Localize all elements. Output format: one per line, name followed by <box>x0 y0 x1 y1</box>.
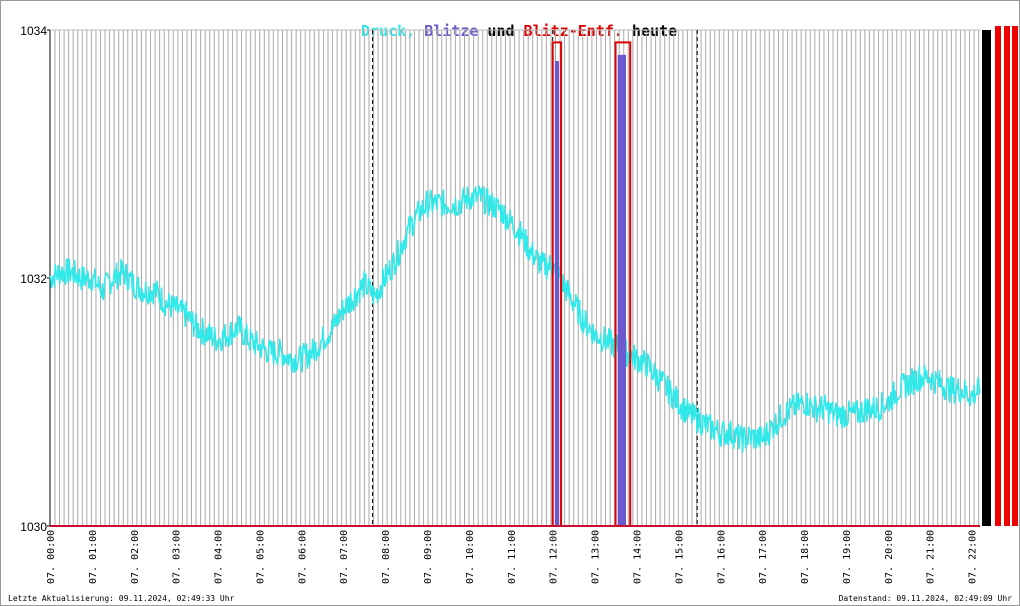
x-tick-label: 07. 21:00 <box>926 530 937 584</box>
right-black-band <box>982 30 991 526</box>
x-tick-label: 07. 15:00 <box>674 530 685 584</box>
title-part-druck: Druck, <box>360 22 416 40</box>
x-tick-label: 07. 08:00 <box>381 530 392 584</box>
x-tick-label: 07. 16:00 <box>716 530 727 584</box>
x-tick-label: 07. 10:00 <box>465 530 476 584</box>
y-tick-label: 1030 <box>20 520 47 534</box>
footer-last-update: Letzte Aktualisierung: 09.11.2024, 02:49… <box>8 594 235 603</box>
x-tick-label: 07. 04:00 <box>214 530 225 584</box>
x-tick-label: 07. 09:00 <box>423 530 434 584</box>
x-tick-label: 07. 07:00 <box>339 530 350 584</box>
x-tick-label: 07. 01:00 <box>88 530 99 584</box>
right-red-band-2 <box>1004 26 1010 526</box>
x-tick-label: 07. 12:00 <box>549 530 560 584</box>
x-tick-label: 07. 05:00 <box>255 530 266 584</box>
x-tick-label: 07. 19:00 <box>842 530 853 584</box>
x-tick-label: 07. 20:00 <box>884 530 895 584</box>
x-tick-label: 07. 11:00 <box>507 530 518 584</box>
footer-data-status: Datenstand: 09.11.2024, 02:49:09 Uhr <box>838 594 1012 603</box>
x-tick-label: 07. 02:00 <box>130 530 141 584</box>
x-tick-label: 07. 00:00 <box>46 530 57 584</box>
right-red-band-1 <box>995 26 1001 526</box>
title-part-heute: heute <box>631 22 678 40</box>
x-tick-label: 07. 17:00 <box>758 530 769 584</box>
blitze-bar <box>617 54 627 527</box>
x-tick-label: 07. 06:00 <box>297 530 308 584</box>
series-druck-line <box>49 185 981 453</box>
x-tick-label: 07. 03:00 <box>172 530 183 584</box>
x-tick-label: 07. 14:00 <box>632 530 643 584</box>
right-red-band-3 <box>1012 26 1018 526</box>
x-tick-label: 07. 13:00 <box>591 530 602 584</box>
blitze-bar <box>554 61 559 526</box>
x-tick-label: 07. 18:00 <box>800 530 811 584</box>
y-tick-label: 1032 <box>20 272 47 286</box>
y-tick-label: 1034 <box>20 24 47 38</box>
x-tick-label: 07. 22:00 <box>968 530 979 584</box>
